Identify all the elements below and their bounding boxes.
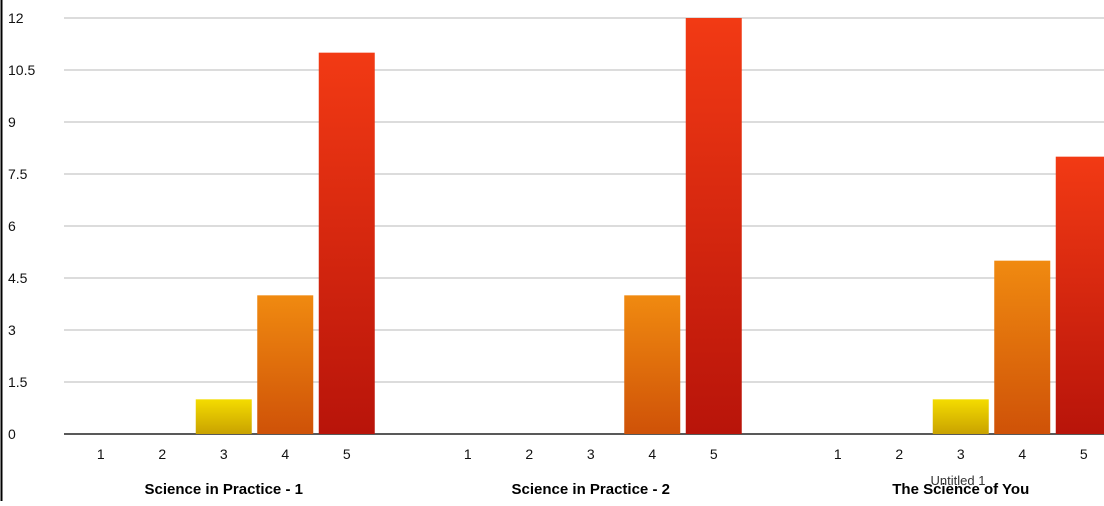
- y-tick-label: 4.5: [8, 270, 28, 286]
- y-tick-label: 10.5: [8, 62, 35, 78]
- bar: [933, 399, 989, 434]
- bar: [994, 261, 1050, 434]
- overlay-title: Untitled 1: [931, 473, 986, 488]
- x-tick-label: 4: [648, 446, 656, 462]
- y-tick-label: 12: [8, 10, 24, 26]
- x-tick-label: 3: [957, 446, 965, 462]
- bar: [196, 399, 252, 434]
- x-tick-label: 2: [158, 446, 166, 462]
- x-tick-label: 3: [220, 446, 228, 462]
- y-tick-label: 9: [8, 114, 16, 130]
- bar: [624, 295, 680, 434]
- x-tick-label: 1: [97, 446, 105, 462]
- y-tick-label: 0: [8, 426, 16, 442]
- x-tick-label: 5: [710, 446, 718, 462]
- x-tick-label: 1: [834, 446, 842, 462]
- x-tick-label: 2: [525, 446, 533, 462]
- x-tick-label: 5: [1080, 446, 1088, 462]
- bar: [319, 53, 375, 434]
- x-tick-label: 4: [281, 446, 289, 462]
- x-tick-label: 4: [1018, 446, 1026, 462]
- bar: [1056, 157, 1104, 434]
- group-label: Science in Practice - 1: [145, 481, 303, 498]
- y-tick-label: 3: [8, 322, 16, 338]
- x-tick-label: 5: [343, 446, 351, 462]
- x-tick-label: 2: [895, 446, 903, 462]
- y-tick-label: 7.5: [8, 166, 28, 182]
- y-tick-label: 6: [8, 218, 16, 234]
- bar: [686, 18, 742, 434]
- y-tick-label: 1.5: [8, 374, 28, 390]
- group-label: Science in Practice - 2: [512, 481, 670, 498]
- bar: [257, 295, 313, 434]
- x-tick-label: 1: [464, 446, 472, 462]
- x-tick-label: 3: [587, 446, 595, 462]
